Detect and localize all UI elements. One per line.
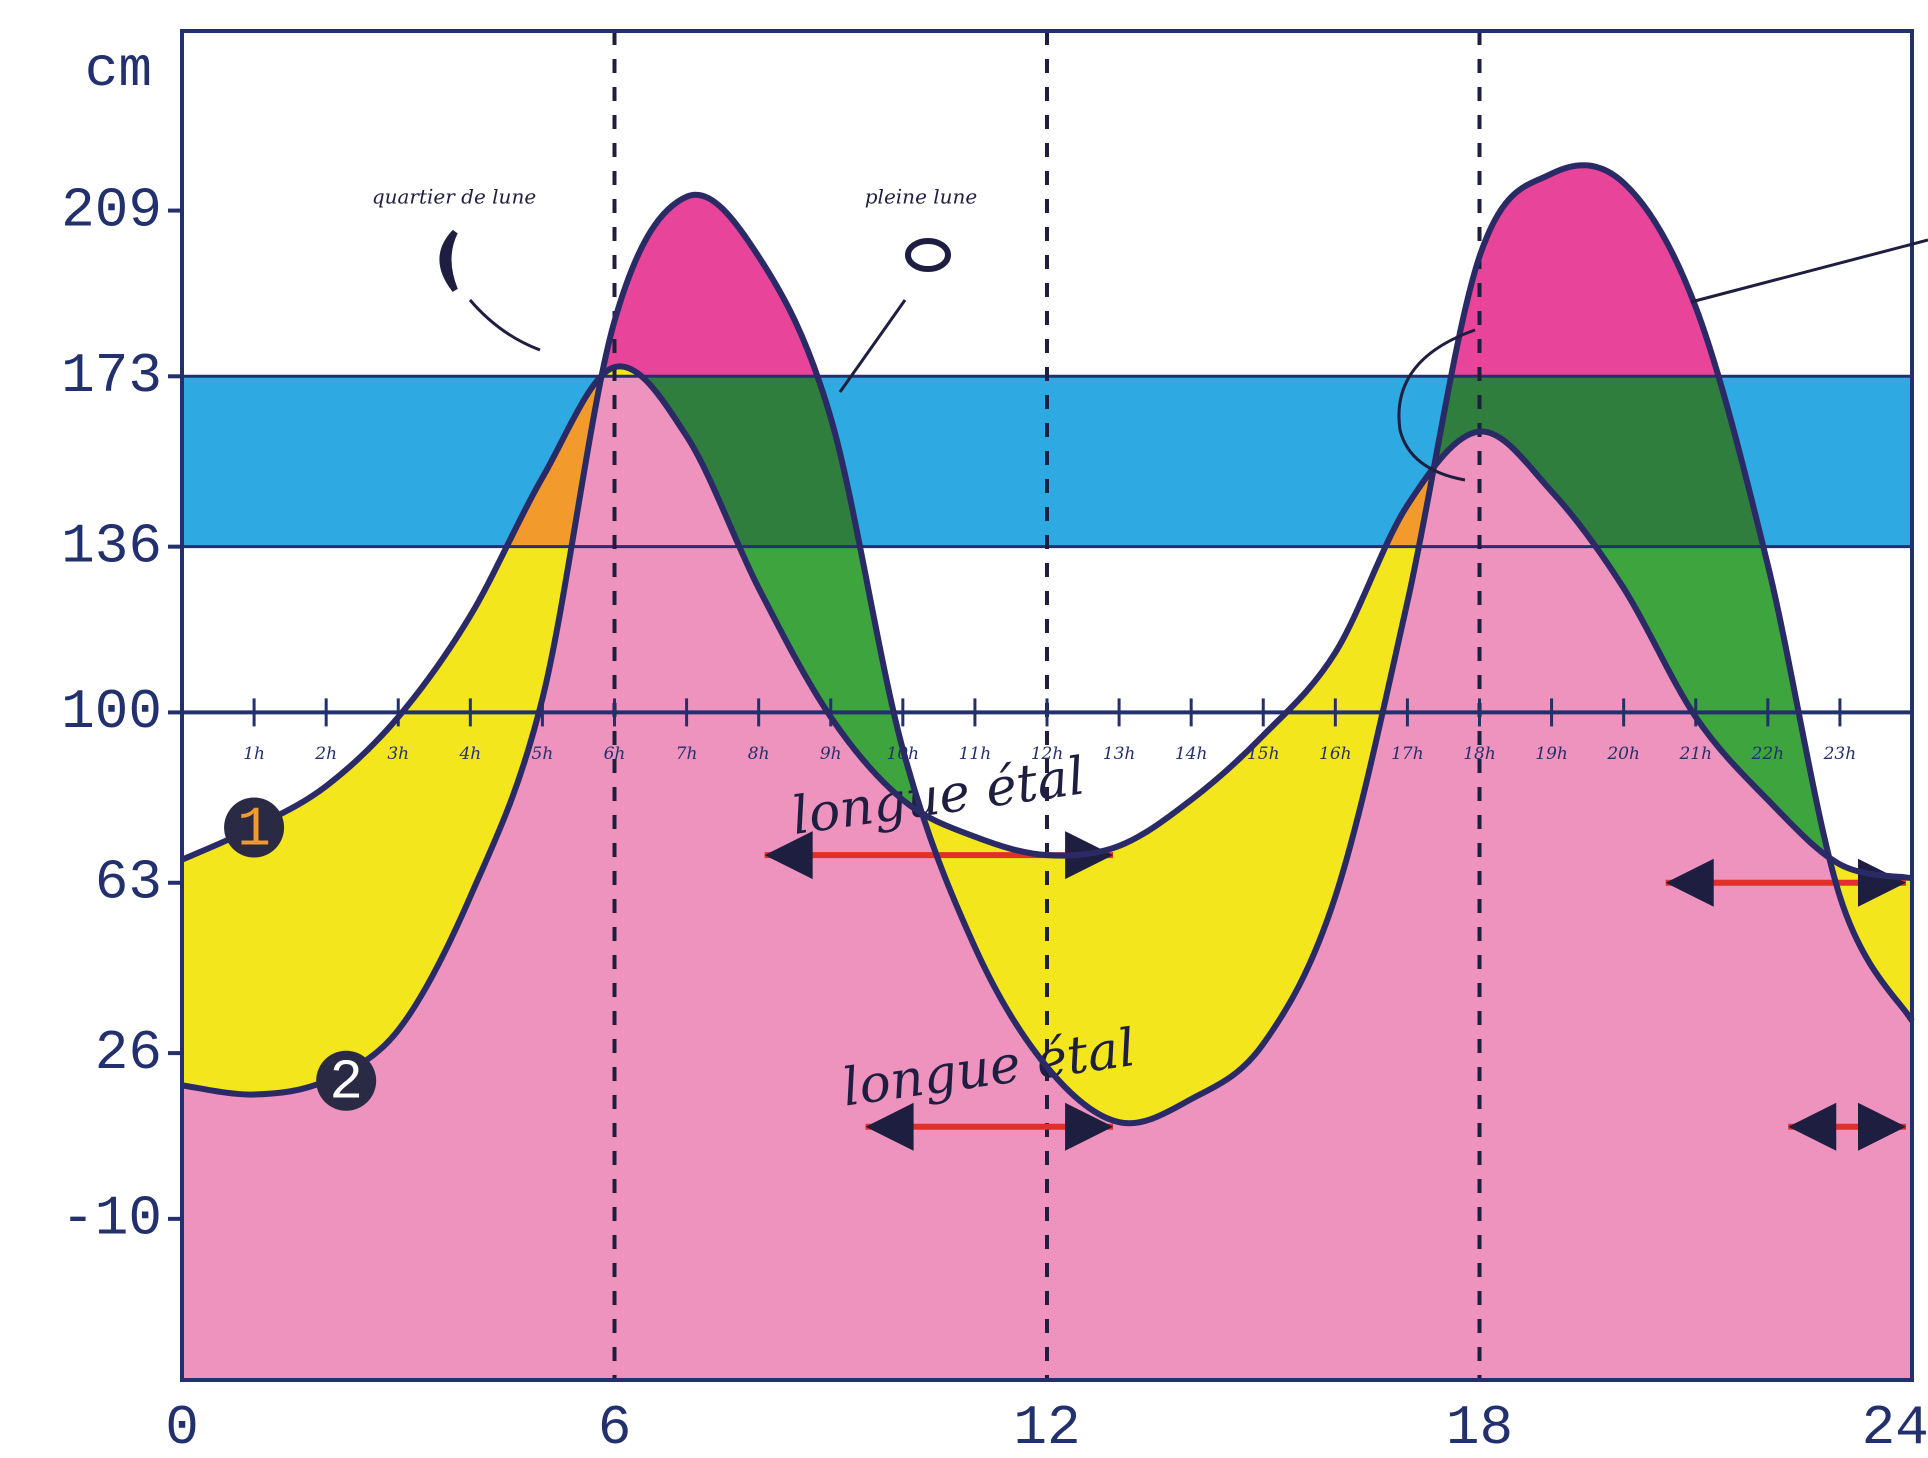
hour-label: 14h [1175, 744, 1208, 764]
series-badge [224, 797, 285, 858]
y-tick-label: 136 [61, 514, 162, 578]
hour-label: 3h [387, 744, 409, 764]
hour-label: 9h [820, 744, 842, 764]
x-tick-label: 6 [598, 1396, 632, 1458]
hour-label: 12h [1031, 744, 1064, 764]
hour-label: 17h [1391, 744, 1424, 764]
series-label: 2 [329, 1051, 363, 1115]
series-badge [316, 1050, 377, 1111]
tide-curve [181, 162, 1915, 1127]
hour-label: 2h [314, 744, 337, 764]
x-tick-label: 18 [1446, 1396, 1513, 1458]
tide-curve [180, 363, 1913, 882]
hour-label: 1h [243, 744, 265, 764]
hour-label: 4h [458, 744, 481, 764]
y-tick-label: 26 [95, 1021, 162, 1085]
hour-label: 15h [1247, 744, 1280, 764]
annotation: quartier de lune [372, 185, 536, 209]
x-tick-label: 12 [1013, 1396, 1080, 1458]
y-tick-label: 63 [95, 851, 162, 915]
plot-layer: 06121824h1h2h3h4h5h6h7h8h9h10h11h12h13h1… [61, 29, 1928, 1458]
hour-label: 7h [676, 744, 698, 764]
pointer [468, 299, 541, 352]
x-tick-label: 24h [1862, 1396, 1928, 1458]
hour-label: 19h [1535, 744, 1568, 764]
hour-label: 11h [959, 744, 992, 764]
full-moon-icon [905, 238, 951, 272]
hour-label: 8h [748, 744, 770, 764]
hour-label: 22h [1751, 744, 1785, 764]
y-tick-label: 209 [61, 178, 162, 242]
hour-label: 5h [532, 744, 554, 764]
hour-label: 6h [604, 744, 626, 764]
pointer [1690, 238, 1928, 304]
pointer [1397, 328, 1476, 482]
hour-label: 21h [1678, 744, 1712, 764]
series-label: 1 [237, 797, 271, 861]
y-tick-label: 100 [61, 680, 162, 744]
annotation: pleine lune [865, 185, 978, 209]
hour-label: 20h [1606, 744, 1640, 764]
hour-label: 18h [1463, 744, 1496, 764]
y-axis-label: cm [85, 38, 152, 102]
hour-label: 13h [1103, 744, 1136, 764]
y-tick-label: 173 [61, 344, 162, 408]
hour-label: 23h [1823, 744, 1857, 764]
plot-frame [180, 29, 1914, 1382]
quarter-moon-icon [439, 229, 458, 292]
y-tick-label: -10 [61, 1187, 162, 1251]
hour-label: 16h [1319, 744, 1352, 764]
pointer [838, 299, 907, 393]
x-tick-label: 0 [165, 1396, 199, 1458]
